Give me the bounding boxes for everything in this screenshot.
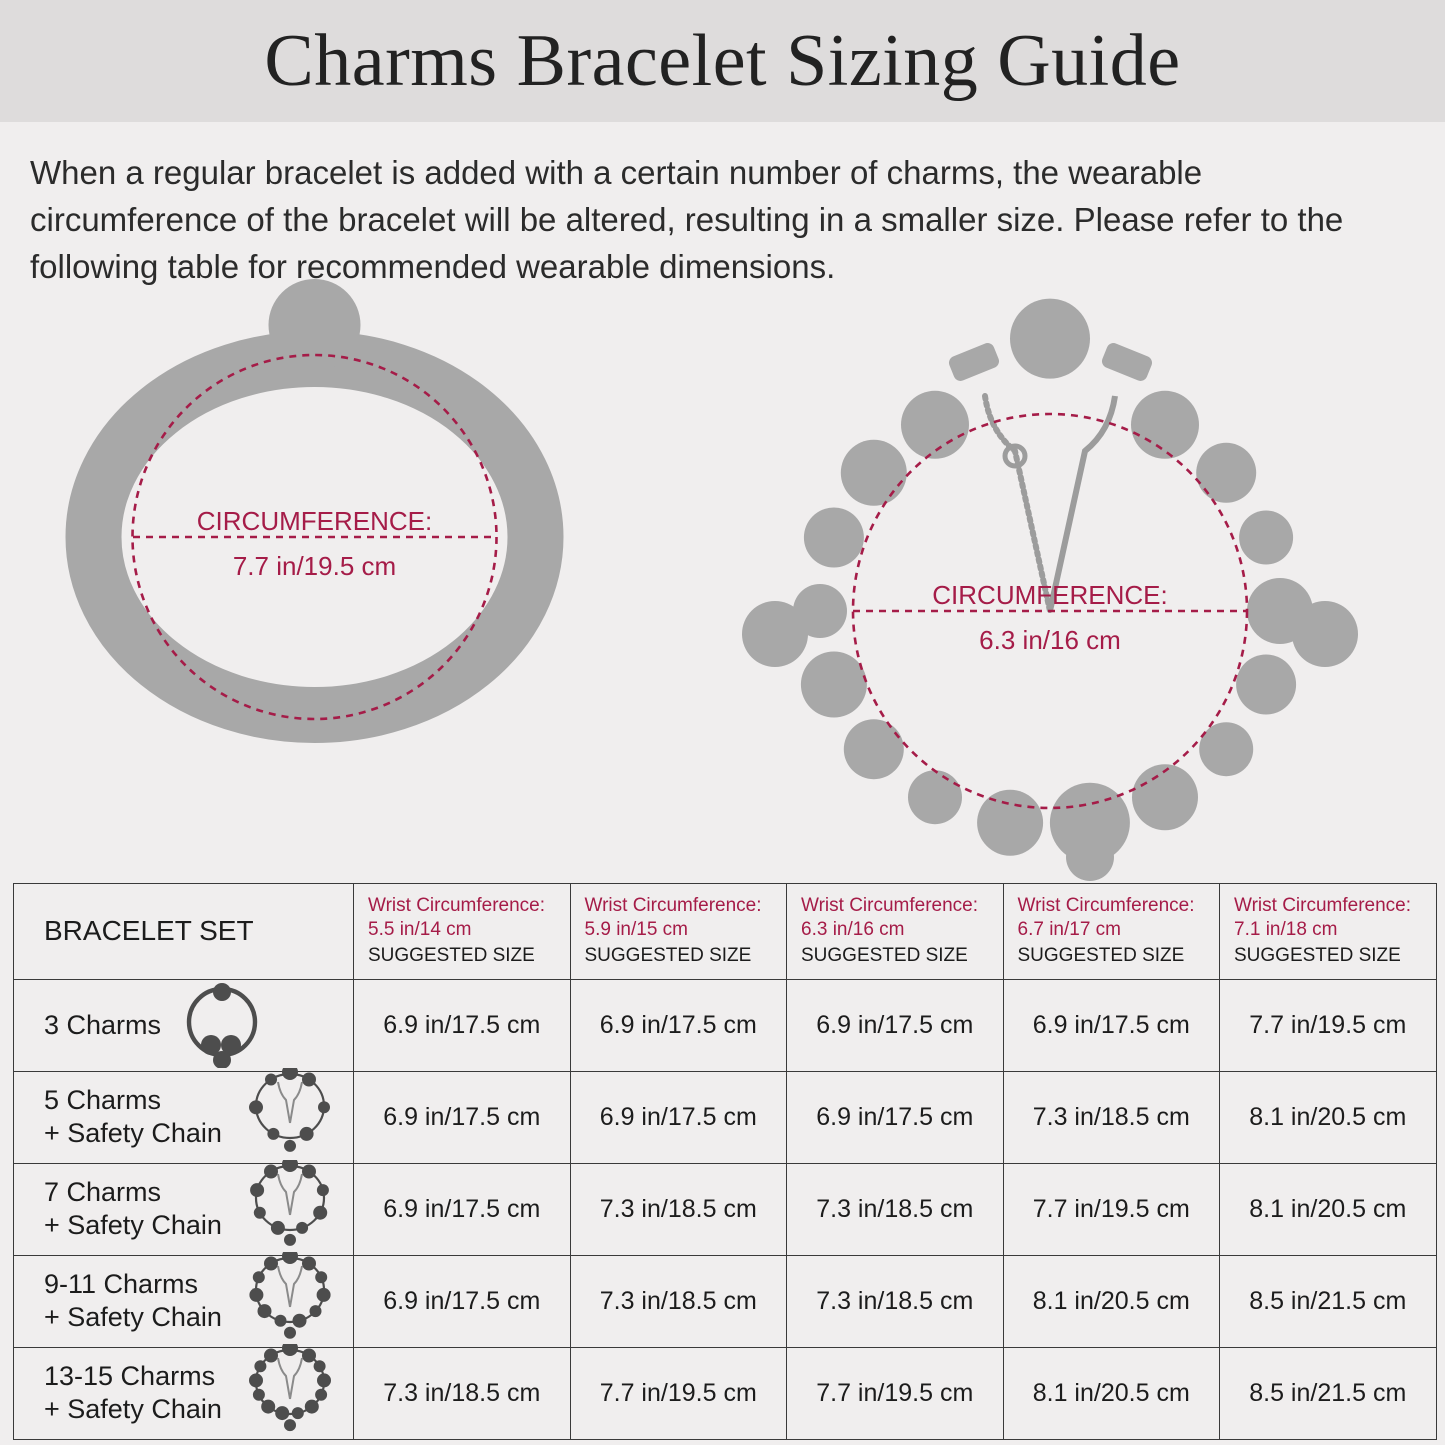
svg-text:7.7 in/19.5 cm: 7.7 in/19.5 cm xyxy=(233,551,396,581)
svg-text:CIRCUMFERENCE:: CIRCUMFERENCE: xyxy=(932,580,1167,610)
svg-text:CIRCUMFERENCE:: CIRCUMFERENCE: xyxy=(197,506,432,536)
svg-text:6.3 in/16 cm: 6.3 in/16 cm xyxy=(979,625,1121,655)
